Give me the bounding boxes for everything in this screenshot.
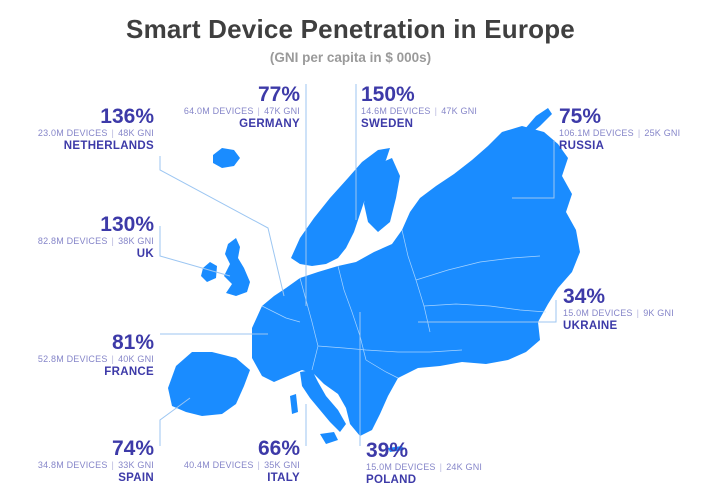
gni-value: 35K GNI [264,460,300,470]
gni-value: 40K GNI [118,354,154,364]
devices-value: 34.8M DEVICES [37,460,108,470]
device-gni-line: 106.1M DEVICES | 25K GNI [559,128,681,138]
devices-value: 40.4M DEVICES [183,460,254,470]
page-title: Smart Device Penetration in Europe [126,14,575,44]
leader-netherlands [159,156,285,297]
sardinia-shape [290,394,298,414]
leader-russia [512,140,555,199]
crete-shape [388,446,404,452]
callout-france: 81% 52.8M DEVICES | 40K GNI FRANCE [4,332,154,379]
device-gni-line: 40.4M DEVICES | 35K GNI [183,460,300,470]
map-borders [261,229,547,379]
gni-value: 48K GNI [118,128,154,138]
gni-value: 33K GNI [118,460,154,470]
country-name: ITALY [267,472,300,484]
gni-value: 47K GNI [264,106,300,116]
devices-value: 64.0M DEVICES [183,106,254,116]
callout-russia: 75% 106.1M DEVICES | 25K GNI RUSSIA [559,106,697,153]
device-gni-line: 14.6M DEVICES | 47K GNI [361,106,478,116]
penetration-value: 130% [100,213,154,236]
country-name: GERMANY [239,118,300,130]
callout-germany: 77% 64.0M DEVICES | 47K GNI GERMANY [150,84,300,131]
leader-ukraine [418,300,557,323]
device-gni-line: 64.0M DEVICES | 47K GNI [183,106,300,116]
country-name: SWEDEN [361,118,414,130]
devices-value: 52.8M DEVICES [37,354,108,364]
page-subtitle: (GNI per capita in $ 000s) [269,50,432,65]
devices-value: 23.0M DEVICES [37,128,108,138]
scandinavia-shape [291,148,390,266]
iberia-shape [168,352,250,416]
penetration-value: 81% [111,331,154,354]
finland-shape [364,158,400,232]
penetration-value: 66% [257,437,300,460]
penetration-value: 75% [559,105,602,128]
novaya-zemlya-shape [524,108,552,134]
callout-netherlands: 136% 23.0M DEVICES | 48K GNI NETHERLANDS [4,106,154,153]
country-name: UK [136,248,154,260]
penetration-value: 34% [563,285,606,308]
iceland-shape [213,148,240,168]
callout-poland: 39% 15.0M DEVICES | 24K GNI POLAND [366,440,526,487]
map-landmass [168,108,580,452]
callout-spain: 74% 34.8M DEVICES | 33K GNI SPAIN [4,438,154,485]
callout-uk: 130% 82.8M DEVICES | 38K GNI UK [4,214,154,261]
device-gni-line: 52.8M DEVICES | 40K GNI [37,354,154,364]
leader-lines [159,84,557,446]
penetration-value: 77% [257,83,300,106]
gni-value: 9K GNI [643,308,674,318]
penetration-value: 136% [100,105,154,128]
penetration-value: 39% [366,439,409,462]
devices-value: 15.0M DEVICES [563,308,633,318]
gni-value: 38K GNI [118,236,154,246]
britain-shape [224,238,250,296]
ireland-shape [201,262,217,282]
penetration-value: 74% [111,437,154,460]
penetration-value: 150% [361,83,415,106]
country-name: POLAND [366,474,417,486]
sicily-shape [320,432,338,444]
device-gni-line: 15.0M DEVICES | 9K GNI [563,308,674,318]
italy-shape [300,370,346,432]
device-gni-line: 23.0M DEVICES | 48K GNI [37,128,154,138]
callout-sweden: 150% 14.6M DEVICES | 47K GNI SWEDEN [361,84,521,131]
leader-uk [159,226,231,277]
devices-value: 106.1M DEVICES [559,128,634,138]
device-gni-line: 34.8M DEVICES | 33K GNI [37,460,154,470]
country-name: UKRAINE [563,320,618,332]
country-name: FRANCE [104,366,154,378]
devices-value: 15.0M DEVICES [366,462,436,472]
country-name: NETHERLANDS [63,140,154,152]
country-name: SPAIN [118,472,154,484]
device-gni-line: 15.0M DEVICES | 24K GNI [366,462,483,472]
devices-value: 14.6M DEVICES [361,106,431,116]
callout-ukraine: 34% 15.0M DEVICES | 9K GNI UKRAINE [563,286,697,333]
devices-value: 82.8M DEVICES [37,236,108,246]
country-name: RUSSIA [559,140,605,152]
device-gni-line: 82.8M DEVICES | 38K GNI [37,236,154,246]
gni-value: 25K GNI [644,128,681,138]
gni-value: 24K GNI [446,462,483,472]
callout-italy: 66% 40.4M DEVICES | 35K GNI ITALY [150,438,300,485]
gni-value: 47K GNI [441,106,478,116]
leader-spain [159,397,191,446]
